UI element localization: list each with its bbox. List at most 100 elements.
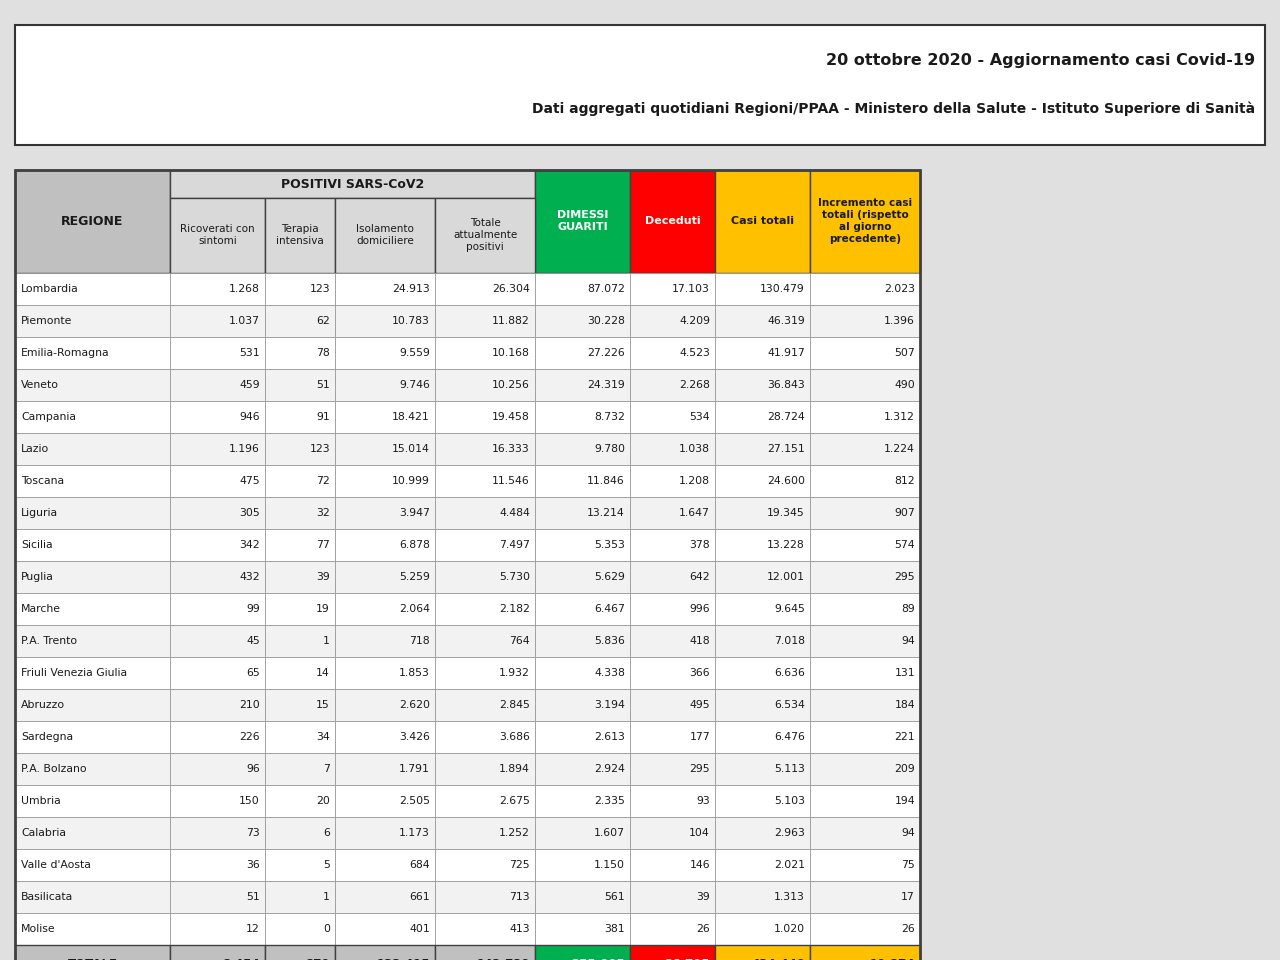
Text: Umbria: Umbria [20,796,60,806]
Bar [716,689,810,721]
Bar [630,529,716,561]
Text: 26: 26 [696,924,710,934]
Text: 495: 495 [690,700,710,710]
Text: 764: 764 [509,636,530,646]
Text: 73: 73 [246,828,260,838]
Text: 4.338: 4.338 [594,668,625,678]
Bar [335,625,435,657]
Text: 713: 713 [509,892,530,902]
Bar [15,529,170,561]
Bar [265,273,335,305]
Text: 434.449: 434.449 [751,957,805,960]
Text: 2.023: 2.023 [884,284,915,294]
Bar [335,497,435,529]
Bar [335,305,435,337]
Text: 221: 221 [895,732,915,742]
Bar [630,657,716,689]
Text: 490: 490 [895,380,915,390]
Text: 10.783: 10.783 [392,316,430,326]
Text: 2.021: 2.021 [774,860,805,870]
Bar [630,817,716,849]
Bar [265,401,335,433]
Text: 1.224: 1.224 [884,444,915,454]
Bar [810,273,920,305]
Bar [170,945,265,960]
Text: Valle d'Aosta: Valle d'Aosta [20,860,91,870]
Text: REGIONE: REGIONE [61,215,124,228]
Bar [435,945,535,960]
Bar [170,657,265,689]
Text: 9.559: 9.559 [399,348,430,358]
Bar [535,369,630,401]
Bar [265,753,335,785]
Bar [265,657,335,689]
Bar [630,785,716,817]
Bar [170,753,265,785]
Bar [810,170,920,273]
Text: 295: 295 [895,572,915,582]
Text: 177: 177 [690,732,710,742]
Bar [265,785,335,817]
Text: 2.064: 2.064 [399,604,430,614]
Text: 30.228: 30.228 [588,316,625,326]
Text: 907: 907 [895,508,915,518]
Bar [535,817,630,849]
Text: 1.038: 1.038 [678,444,710,454]
Bar [630,305,716,337]
Bar [335,881,435,913]
Bar [810,753,920,785]
Bar [435,881,535,913]
Text: 72: 72 [316,476,330,486]
Bar [170,849,265,881]
Text: 94: 94 [901,636,915,646]
Text: 51: 51 [246,892,260,902]
Bar [170,625,265,657]
Bar [716,657,810,689]
Bar [15,337,170,369]
Text: 104: 104 [689,828,710,838]
Bar [535,689,630,721]
Bar [335,198,435,273]
Text: 12: 12 [246,924,260,934]
Bar [335,337,435,369]
Text: 4.523: 4.523 [680,348,710,358]
Text: 13.214: 13.214 [588,508,625,518]
Text: 475: 475 [239,476,260,486]
Bar [15,170,920,960]
Text: Dati aggregati quotidiani Regioni/PPAA - Ministero della Salute - Istituto Super: Dati aggregati quotidiani Regioni/PPAA -… [532,102,1254,116]
Bar [335,721,435,753]
Bar [535,657,630,689]
Bar [335,849,435,881]
Text: 89: 89 [901,604,915,614]
Text: 366: 366 [690,668,710,678]
Bar [630,433,716,465]
Bar [535,529,630,561]
Bar [265,881,335,913]
Text: 432: 432 [239,572,260,582]
Text: Toscana: Toscana [20,476,64,486]
Text: 19.345: 19.345 [767,508,805,518]
Bar [810,369,920,401]
Bar [435,465,535,497]
Bar [170,369,265,401]
Text: Lombardia: Lombardia [20,284,79,294]
Bar [170,529,265,561]
Bar [810,305,920,337]
Bar [15,593,170,625]
Bar [630,881,716,913]
Text: 18.421: 18.421 [392,412,430,422]
Text: 123: 123 [310,284,330,294]
Text: 12.001: 12.001 [767,572,805,582]
Bar [630,273,716,305]
Bar [716,273,810,305]
Text: 45: 45 [246,636,260,646]
Bar [15,273,170,305]
Bar [716,170,810,273]
Bar [265,369,335,401]
Text: 2.845: 2.845 [499,700,530,710]
Text: 5.103: 5.103 [774,796,805,806]
Text: 9.746: 9.746 [399,380,430,390]
Text: 1.196: 1.196 [229,444,260,454]
Text: 2.963: 2.963 [774,828,805,838]
Text: Isolamento
domiciliere: Isolamento domiciliere [356,225,413,247]
